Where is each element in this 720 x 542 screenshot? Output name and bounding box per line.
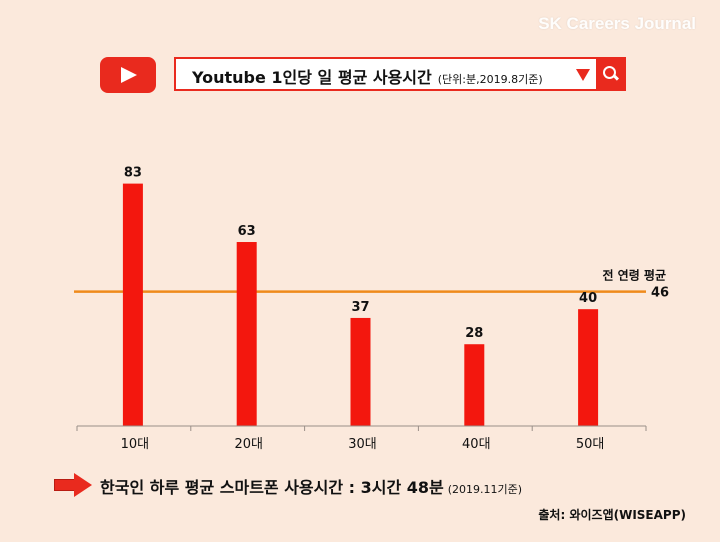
source-label: 출처: 와이즈앱(WISEAPP) <box>538 508 686 522</box>
data-label: 40 <box>579 291 597 306</box>
bar <box>122 183 143 426</box>
x-tick-label: 10대 <box>121 437 150 452</box>
search-icon[interactable] <box>596 59 624 89</box>
bar <box>464 344 485 426</box>
footnote-text: 한국인 하루 평균 스마트폰 사용시간 : 3시간 48분 <box>100 478 444 497</box>
dropdown-triangle-icon[interactable] <box>576 69 590 81</box>
data-label: 63 <box>238 224 256 239</box>
data-label: 28 <box>465 326 483 341</box>
bar <box>236 242 257 426</box>
bar <box>350 317 371 426</box>
footnote: 한국인 하루 평균 스마트폰 사용시간 : 3시간 48분 (2019.11기준) <box>100 474 522 498</box>
data-label: 83 <box>124 166 142 181</box>
x-tick-label: 40대 <box>462 437 491 452</box>
watermark: SK Careers Journal <box>538 14 696 33</box>
footnote-date: (2019.11기준) <box>447 483 523 496</box>
right-arrow-icon <box>54 473 92 497</box>
search-title: Youtube 1인당 일 평균 사용시간 (단위:분,2019.8기준) <box>192 64 543 88</box>
data-label: 37 <box>351 300 369 315</box>
x-tick-label: 30대 <box>348 437 377 452</box>
bar <box>578 309 599 426</box>
x-tick-label: 20대 <box>234 437 263 452</box>
youtube-play-icon <box>100 57 156 93</box>
x-tick-label: 50대 <box>576 437 605 452</box>
unit-label: (단위:분,2019.8기준) <box>437 73 543 86</box>
chart-title: Youtube 1인당 일 평균 사용시간 <box>192 68 432 87</box>
reference-line-value: 46 <box>651 286 669 301</box>
reference-line-label: 전 연령 평균 <box>602 268 666 283</box>
search-bar[interactable]: Youtube 1인당 일 평균 사용시간 (단위:분,2019.8기준) <box>174 57 626 91</box>
